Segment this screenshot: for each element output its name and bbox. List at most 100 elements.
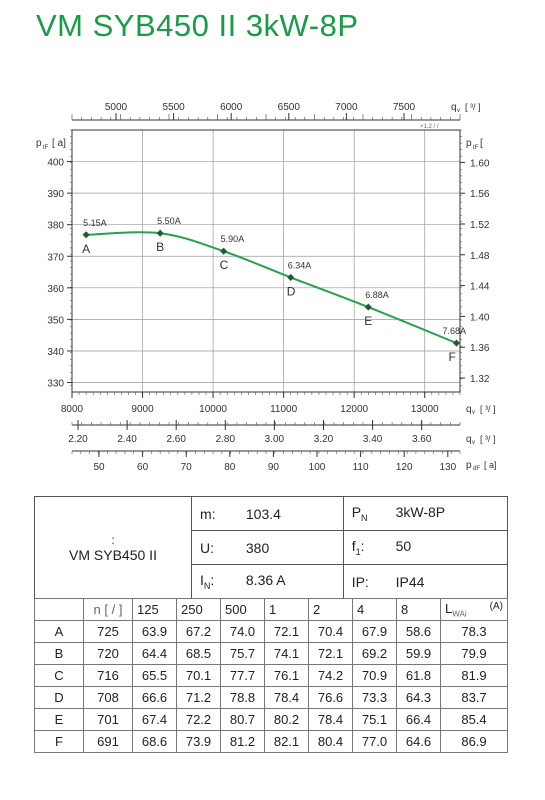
row-level: 78.4 [264, 686, 309, 709]
bottom3-tick-label: 60 [137, 462, 149, 473]
right-tick-label: 1.56 [470, 189, 490, 200]
row-level: 67.9 [352, 620, 397, 643]
point-letter-label: A [82, 242, 90, 256]
bottom3-axis-label: p [466, 460, 472, 471]
mass-cell: m: 103.4 [191, 496, 344, 531]
frequency-value: 50 [395, 538, 412, 555]
row-level: 69.2 [352, 642, 397, 665]
protection-cell: IP: IP44 [342, 564, 509, 599]
right-axis-label: p [466, 138, 472, 149]
header-freq-6: 8 [396, 598, 441, 621]
page-title: VM SYB450 II 3kW-8P [36, 8, 359, 43]
right-tick-label: 1.44 [470, 282, 490, 293]
point-letter-label: F [448, 350, 455, 364]
header-freq-0: 125 [132, 598, 177, 621]
table-row: F 691 68.6 73.9 81.2 82.1 80.4 77.0 64.6 86.9 [34, 730, 508, 753]
bottom2-axis-unit: [ ³/ ] [480, 434, 496, 444]
row-level: 75.7 [220, 642, 265, 665]
bottom2-tick-label: 3.20 [314, 434, 334, 445]
table-row: A 725 63.9 67.2 74.0 72.1 70.4 67.9 58.6 78.3 [34, 620, 508, 643]
row-level: 70.4 [308, 620, 353, 643]
row-speed: 701 [83, 708, 133, 731]
bottom3-tick-label: 50 [93, 462, 105, 473]
x-axis-sub: v [472, 410, 475, 416]
left-axis-unit: [ a] [52, 138, 66, 149]
right-tick-label: 1.36 [470, 343, 490, 354]
x-tick-label: 8000 [61, 404, 84, 415]
row-id: E [34, 708, 84, 731]
row-level: 76.6 [308, 686, 353, 709]
row-id: A [34, 620, 84, 643]
bottom3-tick-label: 120 [396, 462, 413, 473]
bottom2-axis-label: q [466, 434, 472, 445]
row-id: D [34, 686, 84, 709]
row-level: 80.4 [308, 730, 353, 753]
x-tick-label: 10000 [199, 404, 227, 415]
row-level: 77.7 [220, 664, 265, 687]
row-level: 61.8 [396, 664, 441, 687]
row-level: 72.1 [308, 642, 353, 665]
table-row: E 701 67.4 72.2 80.7 80.2 78.4 75.1 66.4 85.4 [34, 708, 508, 731]
bottom3-tick-label: 100 [309, 462, 326, 473]
table-row: C 716 65.5 70.1 77.7 76.1 74.2 70.9 61.8 81.9 [34, 664, 508, 687]
curve-point [220, 247, 228, 255]
row-level: 81.2 [220, 730, 265, 753]
protection-label: IP: [351, 573, 369, 590]
frequency-cell: f1: 50 [342, 530, 509, 565]
row-level: 65.5 [132, 664, 177, 687]
row-level: 77.0 [352, 730, 397, 753]
row-speed: 725 [83, 620, 133, 643]
x-axis-label: q [466, 404, 472, 415]
header-speed: n [ / ] [83, 598, 133, 621]
point-current-label: 7.68A [442, 326, 466, 336]
right-axis-sub: tF [473, 145, 479, 151]
header-freq-2: 500 [220, 598, 265, 621]
model-cell: : VM SYB450 II [34, 496, 192, 599]
row-sound-power: 79.9 [440, 642, 508, 665]
row-level: 66.4 [396, 708, 441, 731]
top-tick-label: 6500 [278, 102, 301, 113]
fan-curve-line [86, 231, 457, 344]
top-axis-note: ×1.2 / / [420, 124, 439, 130]
x-tick-label: 13000 [411, 404, 439, 415]
sound-power-sub: WAi [452, 609, 467, 619]
row-level: 78.4 [308, 708, 353, 731]
noise-table-body: A 725 63.9 67.2 74.0 72.1 70.4 67.9 58.6 78.3 B 720… [34, 620, 508, 753]
row-level: 64.3 [396, 686, 441, 709]
row-speed: 716 [83, 664, 133, 687]
row-level: 72.1 [264, 620, 309, 643]
row-level: 67.4 [132, 708, 177, 731]
power-cell: PN 3kW-8P [342, 496, 509, 531]
y-tick-label: 350 [47, 315, 64, 326]
model-symbol: : [111, 532, 115, 547]
row-level: 72.2 [176, 708, 221, 731]
row-level: 66.6 [132, 686, 177, 709]
y-tick-label: 370 [47, 252, 64, 263]
table-row: B 720 64.4 68.5 75.7 74.1 72.1 69.2 59.9 79.9 [34, 642, 508, 665]
x-axis-unit: [ ³/ ] [480, 404, 496, 414]
bottom2-tick-label: 3.00 [265, 434, 285, 445]
power-sub: N [361, 512, 368, 523]
frequency-sub: 1 [355, 546, 361, 557]
current-label: I [200, 572, 204, 589]
row-level: 71.2 [176, 686, 221, 709]
bottom2-axis-sub: v [472, 440, 475, 446]
right-tick-label: 1.48 [470, 251, 490, 262]
x-tick-label: 11000 [270, 404, 298, 415]
row-level: 73.9 [176, 730, 221, 753]
curve-point [452, 339, 461, 347]
right-tick-label: 1.32 [470, 374, 490, 385]
bottom3-tick-label: 90 [268, 462, 280, 473]
row-level: 68.6 [132, 730, 177, 753]
row-level: 70.1 [176, 664, 221, 687]
row-sound-power: 86.9 [440, 730, 508, 753]
y-tick-label: 400 [47, 158, 64, 169]
mass-label: m: [200, 505, 216, 522]
y-tick-label: 390 [47, 189, 64, 200]
top-axis-unit: [ ³/ ] [465, 102, 481, 112]
row-level: 63.9 [132, 620, 177, 643]
row-id: B [34, 642, 84, 665]
bottom3-tick-label: 80 [224, 462, 236, 473]
bottom2-tick-label: 3.40 [363, 434, 383, 445]
row-speed: 720 [83, 642, 133, 665]
